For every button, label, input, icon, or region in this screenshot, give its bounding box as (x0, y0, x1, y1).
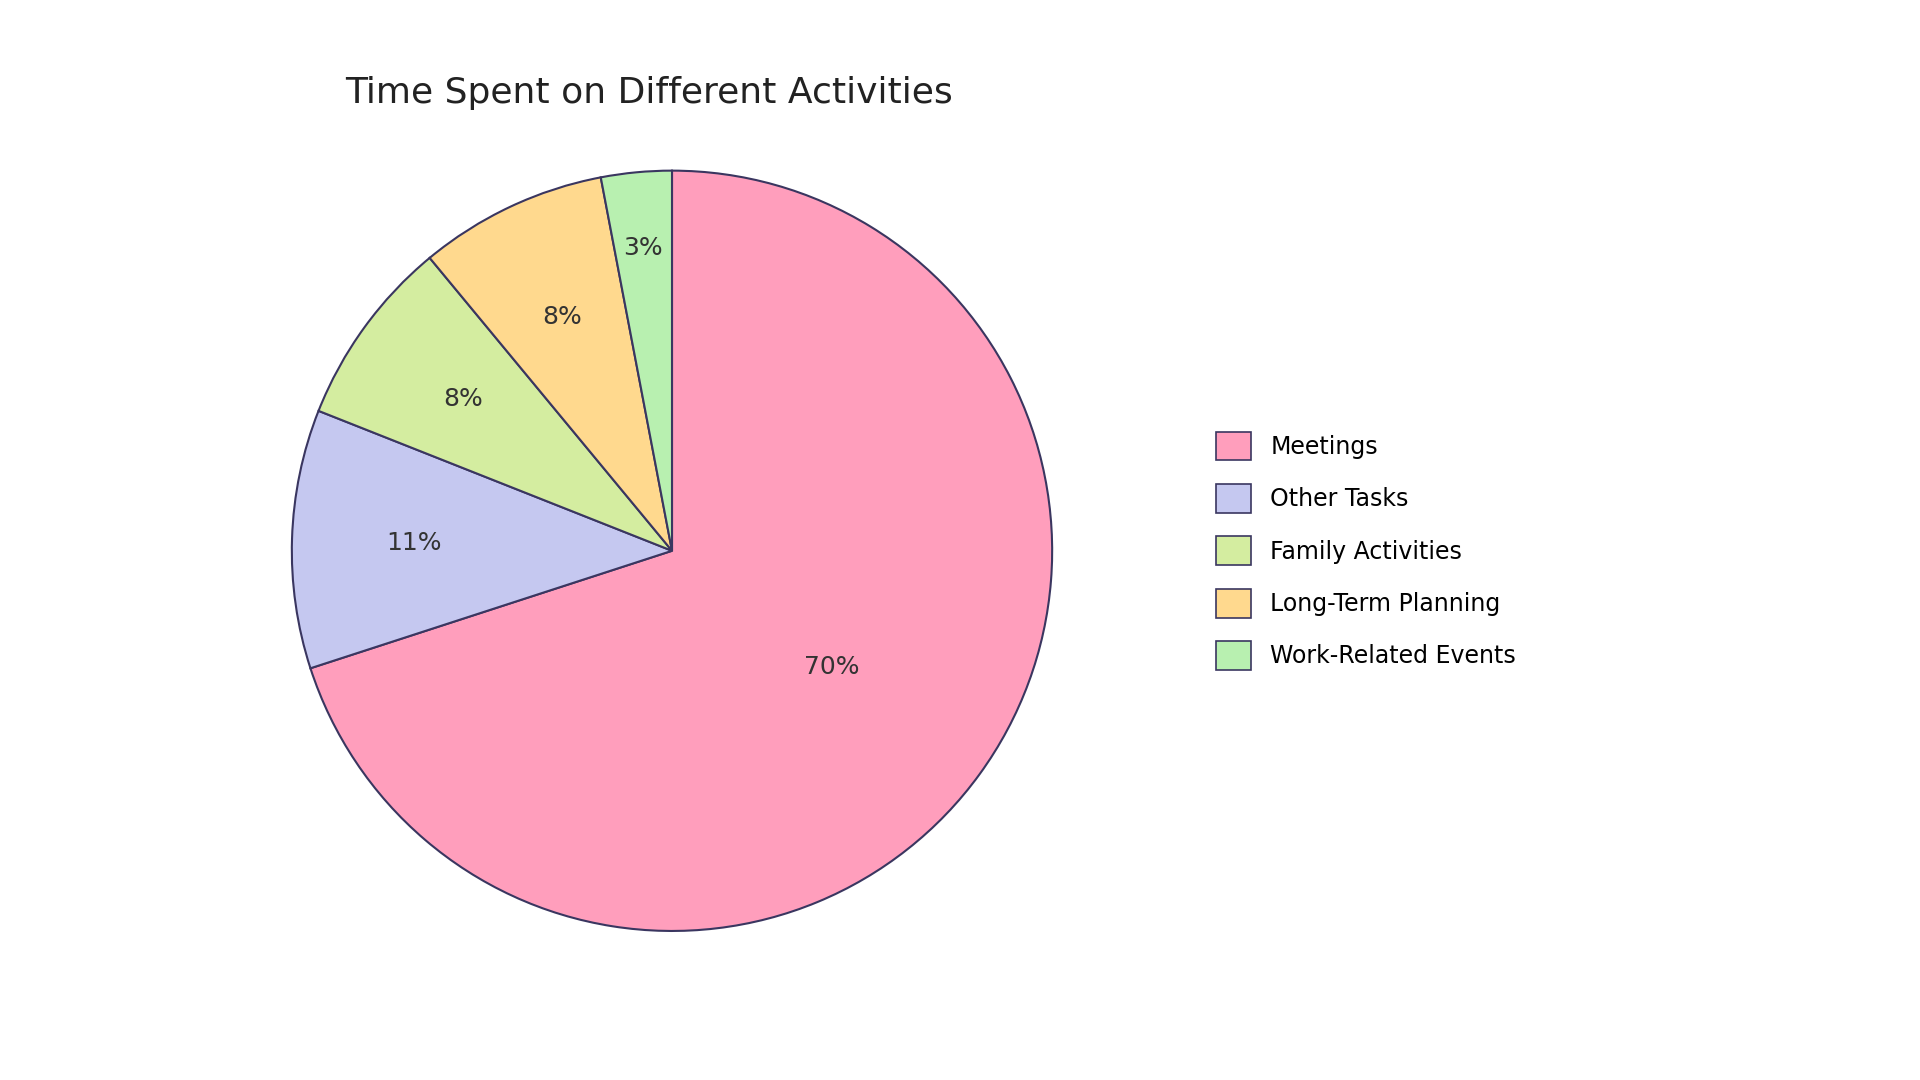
Legend: Meetings, Other Tasks, Family Activities, Long-Term Planning, Work-Related Event: Meetings, Other Tasks, Family Activities… (1206, 422, 1526, 679)
Wedge shape (292, 410, 672, 669)
Text: Time Spent on Different Activities: Time Spent on Different Activities (346, 76, 954, 109)
Wedge shape (311, 171, 1052, 931)
Text: 3%: 3% (624, 237, 662, 260)
Wedge shape (319, 258, 672, 551)
Text: 8%: 8% (444, 387, 482, 410)
Text: 8%: 8% (541, 305, 582, 329)
Text: 70%: 70% (804, 654, 860, 679)
Wedge shape (601, 171, 672, 551)
Wedge shape (430, 177, 672, 551)
Text: 11%: 11% (386, 530, 442, 555)
